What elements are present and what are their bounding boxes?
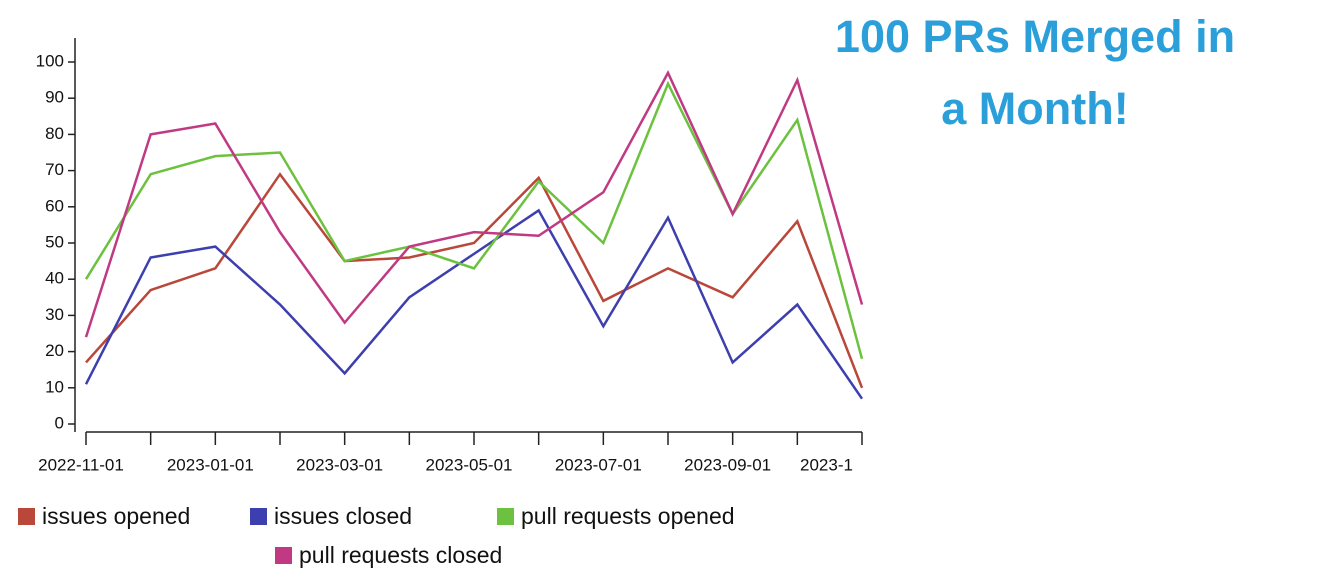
x-tick-label: 2023-09-01 <box>684 455 771 474</box>
y-tick-label: 50 <box>45 232 64 251</box>
y-tick-label: 30 <box>45 305 64 324</box>
legend-swatch <box>250 508 267 525</box>
legend-label: issues opened <box>42 503 190 529</box>
x-tick-label: 2023-07-01 <box>555 455 642 474</box>
y-tick-label: 90 <box>45 88 64 107</box>
x-tick-label: 2023-05-01 <box>426 455 513 474</box>
y-tick-label: 80 <box>45 124 64 143</box>
x-tick-label: 2023-1 <box>800 455 853 474</box>
y-tick-label: 40 <box>45 269 64 288</box>
y-tick-label: 20 <box>45 341 64 360</box>
y-tick-label: 10 <box>45 377 64 396</box>
x-tick-label: 2023-03-01 <box>296 455 383 474</box>
series-line <box>84 208 864 400</box>
chart-title: a Month! <box>941 83 1128 134</box>
legend-swatch <box>18 508 35 525</box>
legend-label: pull requests closed <box>299 542 502 568</box>
y-tick-label: 100 <box>36 51 64 70</box>
x-tick-label: 2022-11-01 <box>38 455 124 474</box>
y-tick-label: 0 <box>55 413 64 432</box>
legend-label: issues closed <box>274 503 412 529</box>
y-tick-label: 70 <box>45 160 64 179</box>
series-line <box>85 172 864 389</box>
chart-title: 100 PRs Merged in <box>835 11 1235 62</box>
x-tick-label: 2023-01-01 <box>167 455 254 474</box>
y-tick-label: 60 <box>45 196 64 215</box>
legend-swatch <box>497 508 514 525</box>
series-line <box>84 70 864 338</box>
legend-swatch <box>275 547 292 564</box>
legend-label: pull requests opened <box>521 503 735 529</box>
